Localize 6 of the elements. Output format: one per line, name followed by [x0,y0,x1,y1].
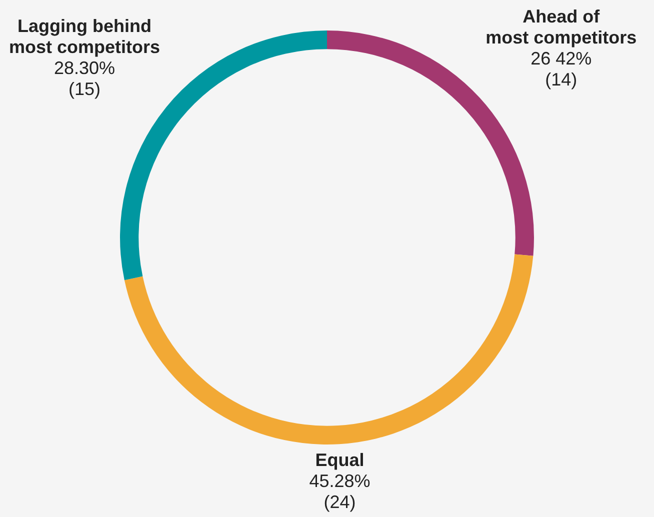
data-label: 45.28% (24) [309,471,370,512]
slice-label: Equal [315,450,364,470]
data-label: 26 42% (14) [530,48,592,90]
data-label: 28.30% (15) [54,58,116,99]
slice-label: Lagging behind most competitors [9,16,160,57]
slice-label: Ahead of most competitors [486,6,637,48]
